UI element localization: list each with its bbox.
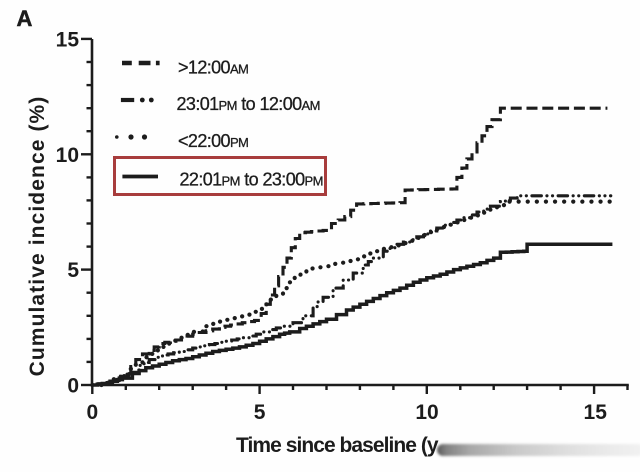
svg-text:0: 0: [67, 375, 79, 398]
svg-text:Cumulative incidence (%): Cumulative incidence (%): [26, 96, 49, 377]
svg-text:10: 10: [56, 144, 79, 167]
svg-text:A: A: [17, 6, 33, 31]
svg-text:>12:00AM: >12:00AM: [178, 58, 248, 78]
svg-text:15: 15: [584, 401, 608, 424]
svg-text:10: 10: [415, 401, 438, 424]
svg-text:5: 5: [254, 401, 266, 424]
svg-text:<22:00PM: <22:00PM: [178, 131, 248, 151]
svg-text:22:01PM to 23:00PM: 22:01PM to 23:00PM: [180, 170, 323, 190]
svg-text:15: 15: [56, 29, 80, 52]
svg-text:5: 5: [67, 259, 79, 282]
svg-text:23:01PM to 12:00AM: 23:01PM to 12:00AM: [177, 94, 320, 114]
svg-text:0: 0: [86, 401, 98, 424]
svg-text:Time since baseline (y: Time since baseline (y: [236, 434, 439, 457]
